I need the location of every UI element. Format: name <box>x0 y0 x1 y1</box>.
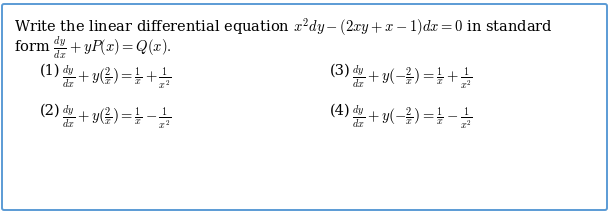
Text: $\frac{dy}{dx} + y\left(\frac{2}{x}\right) = \frac{1}{x} - \frac{1}{x^2}$: $\frac{dy}{dx} + y\left(\frac{2}{x}\righ… <box>62 104 172 132</box>
Text: (4): (4) <box>330 104 351 118</box>
Text: $\frac{dy}{dx} + y\left(-\frac{2}{x}\right) = \frac{1}{x} - \frac{1}{x^2}$: $\frac{dy}{dx} + y\left(-\frac{2}{x}\rig… <box>352 104 473 132</box>
Text: Write the linear differential equation $x^2dy - (2xy + x - 1)dx = 0$ in standard: Write the linear differential equation $… <box>14 16 553 38</box>
Text: (3): (3) <box>330 64 351 78</box>
Text: $\frac{dy}{dx} + y\left(-\frac{2}{x}\right) = \frac{1}{x} + \frac{1}{x^2}$: $\frac{dy}{dx} + y\left(-\frac{2}{x}\rig… <box>352 64 473 92</box>
Text: (2): (2) <box>40 104 60 118</box>
Text: $\frac{dy}{dx} + y\left(\frac{2}{x}\right) = \frac{1}{x} + \frac{1}{x^2}$: $\frac{dy}{dx} + y\left(\frac{2}{x}\righ… <box>62 64 172 92</box>
Text: form $\frac{dy}{dx} + yP(x) = Q(x).$: form $\frac{dy}{dx} + yP(x) = Q(x).$ <box>14 34 172 61</box>
Text: (1): (1) <box>40 64 60 78</box>
FancyBboxPatch shape <box>2 4 607 210</box>
